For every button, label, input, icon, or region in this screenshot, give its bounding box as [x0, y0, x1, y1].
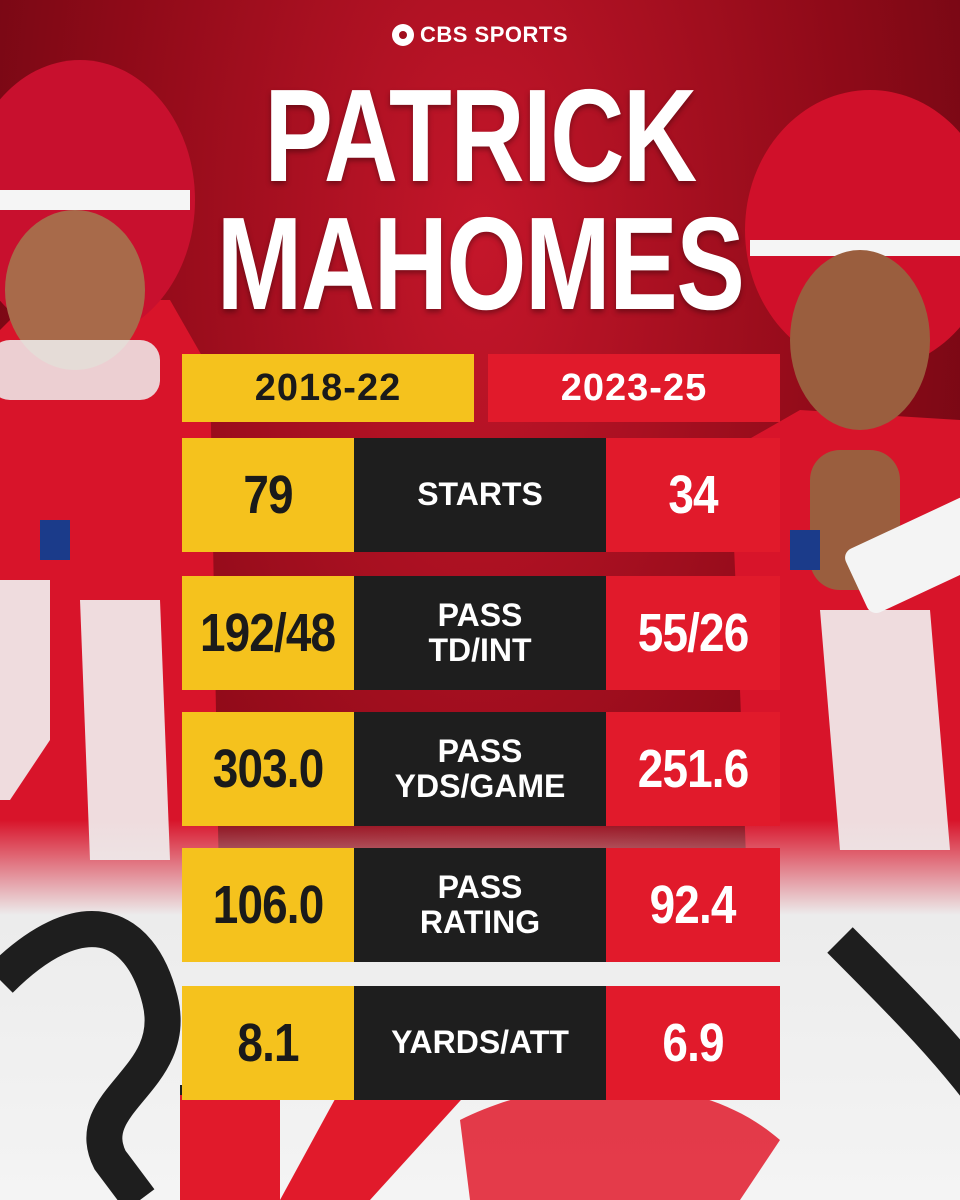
- stat-row-pass-yds-game: 303.0 PASS YDS/GAME 251.6: [182, 712, 780, 826]
- stat-label: STARTS: [354, 438, 606, 552]
- title-first-name: PATRICK: [264, 62, 697, 209]
- stat-row-yards-att: 8.1 YARDS/ATT 6.9: [182, 986, 780, 1100]
- stat-label: PASS RATING: [354, 848, 606, 962]
- player-left-photo: [0, 60, 220, 940]
- arrowhead-logo-outline: [0, 911, 960, 1200]
- stat-right-value: 92.4: [606, 848, 780, 962]
- column-header-left: 2018-22: [182, 354, 474, 422]
- stat-left-value: 79: [182, 438, 354, 552]
- stat-label: YARDS/ATT: [354, 986, 606, 1100]
- stat-left-value: 303.0: [182, 712, 354, 826]
- stat-left-value: 192/48: [182, 576, 354, 690]
- stat-right-value: 34: [606, 438, 780, 552]
- stat-right-value: 6.9: [606, 986, 780, 1100]
- stat-label: PASS TD/INT: [354, 576, 606, 690]
- stat-row-pass-rating: 106.0 PASS RATING 92.4: [182, 848, 780, 962]
- brand-logo: CBS SPORTS: [0, 22, 960, 48]
- cbs-eye-icon: [391, 24, 414, 46]
- stat-right-value: 55/26: [606, 576, 780, 690]
- stat-left-value: 8.1: [182, 986, 354, 1100]
- title-last-name: MAHOMES: [216, 190, 745, 337]
- column-header-right: 2023-25: [488, 354, 780, 422]
- stat-right-value: 251.6: [606, 712, 780, 826]
- stat-label: PASS YDS/GAME: [354, 712, 606, 826]
- brand-name: CBS SPORTS: [419, 22, 569, 47]
- kc-logo-fragment: [180, 1084, 780, 1200]
- stat-left-value: 106.0: [182, 848, 354, 962]
- stat-row-starts: 79 STARTS 34: [182, 438, 780, 552]
- stat-row-pass-td-int: 192/48 PASS TD/INT 55/26: [182, 576, 780, 690]
